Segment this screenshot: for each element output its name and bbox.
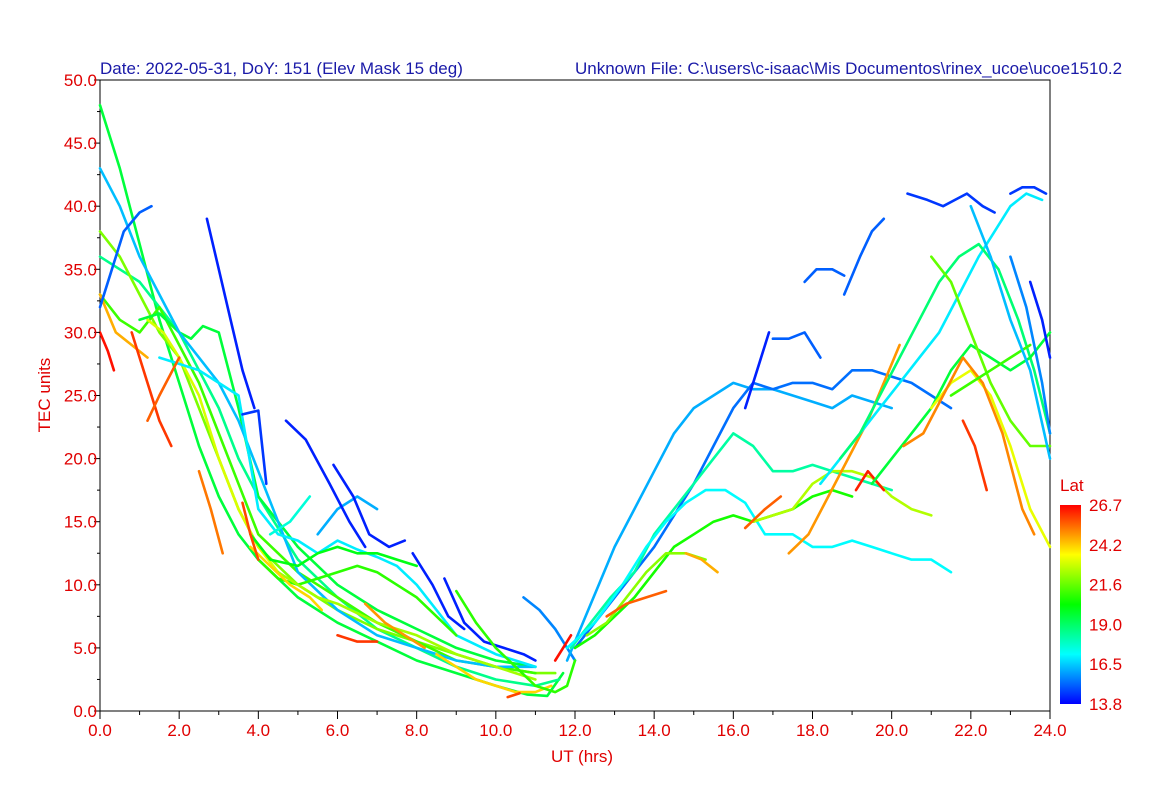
- series-line-11: [268, 495, 312, 536]
- series-line-10: [249, 532, 419, 568]
- colorbar-tick-label: 19.0: [1089, 615, 1122, 634]
- y-tick-label: 5.0: [73, 639, 97, 658]
- series-line-17: [98, 331, 116, 372]
- series-line-18: [130, 331, 173, 448]
- series-line-28: [336, 633, 379, 643]
- series-line-41: [605, 589, 668, 618]
- series-line-50: [906, 192, 996, 214]
- y-tick-label: 45.0: [64, 134, 97, 153]
- x-tick-label: 8.0: [405, 721, 429, 740]
- series-line-20: [197, 469, 224, 555]
- colorbar-tick-label: 13.8: [1089, 695, 1122, 714]
- series-line-40: [684, 551, 719, 574]
- series-line-38: [573, 488, 854, 650]
- x-tick-label: 0.0: [88, 721, 112, 740]
- y-tick-label: 40.0: [64, 197, 97, 216]
- series-line-15: [249, 545, 324, 612]
- x-tick-label: 24.0: [1033, 721, 1066, 740]
- series-line-59: [969, 204, 1052, 460]
- series-line-12: [316, 495, 379, 536]
- series-line-25: [411, 551, 466, 631]
- colorbar-tick-label: 21.6: [1089, 576, 1122, 595]
- colorbar-title: Lat: [1060, 476, 1084, 495]
- series-line-48: [803, 267, 846, 284]
- plot-area: [99, 79, 1051, 712]
- x-tick-label: 2.0: [167, 721, 191, 740]
- series-line-7: [98, 167, 537, 669]
- file-header: Unknown File: C:\users\c-isaac\Mis Docum…: [575, 59, 1122, 78]
- series-line-43: [743, 495, 783, 530]
- series-line-54: [870, 331, 1052, 486]
- series-line-31: [506, 691, 521, 699]
- colorbar-tick-label: 16.5: [1089, 655, 1122, 674]
- series-line-44: [787, 343, 901, 555]
- y-tick-label: 30.0: [64, 323, 97, 342]
- series-line-49: [842, 217, 886, 296]
- x-axis-title: UT (hrs): [551, 747, 613, 766]
- ticks-layer: 0.0 2.0 4.0 6.0 8.0 10.0 12.0 14.0 16.0 18.0 20.0 2…: [64, 71, 1067, 740]
- series-line-60: [1009, 255, 1052, 435]
- series-line-46: [743, 331, 771, 410]
- series-line-14: [276, 570, 537, 681]
- series-line-45: [854, 469, 886, 492]
- y-tick-label: 0.0: [73, 702, 97, 721]
- series-line-55: [929, 255, 1052, 448]
- y-tick-label: 25.0: [64, 387, 97, 406]
- y-axis-title: TEC units: [35, 358, 54, 433]
- y-tick-label: 20.0: [64, 450, 97, 469]
- y-tick-label: 50.0: [64, 71, 97, 90]
- series-line-51: [1009, 186, 1048, 195]
- series-line-47: [771, 331, 822, 359]
- series-line-57: [902, 356, 1036, 536]
- series-line-6: [138, 312, 537, 669]
- series-line-19: [146, 356, 181, 423]
- series-line-29: [363, 602, 426, 650]
- x-tick-label: 10.0: [479, 721, 512, 740]
- series-layer: [98, 103, 1052, 699]
- x-tick-label: 12.0: [558, 721, 591, 740]
- x-tick-label: 22.0: [954, 721, 987, 740]
- y-tick-label: 10.0: [64, 576, 97, 595]
- x-tick-label: 4.0: [247, 721, 271, 740]
- colorbar-ticks: 13.8 16.5 19.0 21.6 24.2 26.7: [1089, 496, 1122, 714]
- colorbar-tick-label: 24.2: [1089, 536, 1122, 555]
- series-line-4: [98, 293, 149, 359]
- series-line-22: [241, 409, 268, 486]
- series-line-53: [838, 242, 1052, 460]
- series-line-58: [949, 343, 1032, 397]
- x-tick-label: 16.0: [717, 721, 750, 740]
- series-line-34: [565, 381, 894, 662]
- colorbar-tick-label: 26.7: [1089, 496, 1122, 515]
- x-tick-label: 6.0: [326, 721, 350, 740]
- series-line-8: [98, 204, 153, 309]
- series-line-23: [284, 419, 367, 549]
- x-tick-label: 20.0: [875, 721, 908, 740]
- x-tick-label: 14.0: [638, 721, 671, 740]
- date-header: Date: 2022-05-31, DoY: 151 (Elev Mask 15…: [100, 59, 463, 78]
- y-tick-label: 15.0: [64, 513, 97, 532]
- series-line-30: [435, 652, 553, 694]
- series-line-24: [332, 463, 407, 549]
- series-line-37: [565, 488, 953, 650]
- series-line-32: [454, 589, 577, 694]
- series-line-16: [241, 501, 260, 561]
- series-line-21: [205, 217, 256, 410]
- series-line-62: [961, 419, 989, 492]
- colorbar: [1060, 505, 1081, 704]
- series-line-33: [553, 633, 573, 662]
- y-tick-label: 35.0: [64, 260, 97, 279]
- series-line-61: [1028, 280, 1052, 359]
- x-tick-label: 18.0: [796, 721, 829, 740]
